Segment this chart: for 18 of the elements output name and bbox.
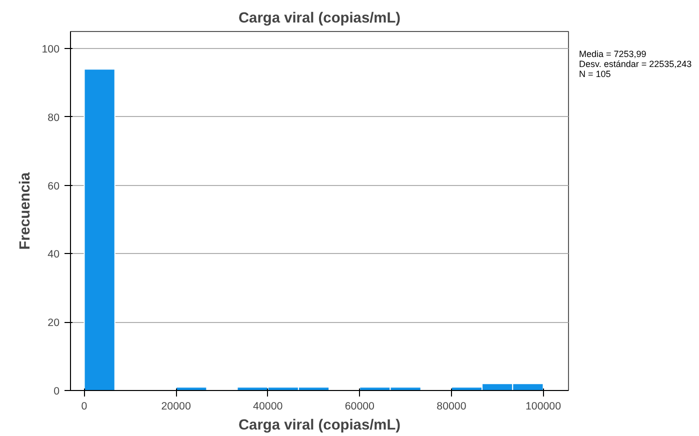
x-tick-label: 80000	[436, 400, 466, 412]
x-tick-label: 60000	[344, 400, 375, 412]
y-axis-title: Frecuencia	[18, 171, 34, 250]
y-tick-label: 80	[48, 112, 60, 124]
x-tick-label: 20000	[161, 400, 191, 412]
x-tick-label: 100000	[525, 400, 562, 412]
chart-title: Carga viral (copias/mL)	[238, 10, 401, 26]
y-tick-label: 40	[48, 248, 60, 261]
x-tick-label: 40000	[253, 400, 283, 412]
text: Desv. estándar = 22535,243	[579, 59, 692, 69]
x-tick-label: 0	[81, 400, 88, 412]
text: N = 105	[579, 69, 611, 79]
text: Media = 7253,99	[579, 49, 646, 59]
y-tick-label: 20	[48, 317, 60, 330]
y-tick-label: 0	[54, 386, 60, 398]
y-tick-label: 100	[42, 44, 60, 56]
x-axis-title: Carga viral (copias/mL)	[238, 418, 401, 434]
y-tick-label: 60	[48, 180, 60, 192]
